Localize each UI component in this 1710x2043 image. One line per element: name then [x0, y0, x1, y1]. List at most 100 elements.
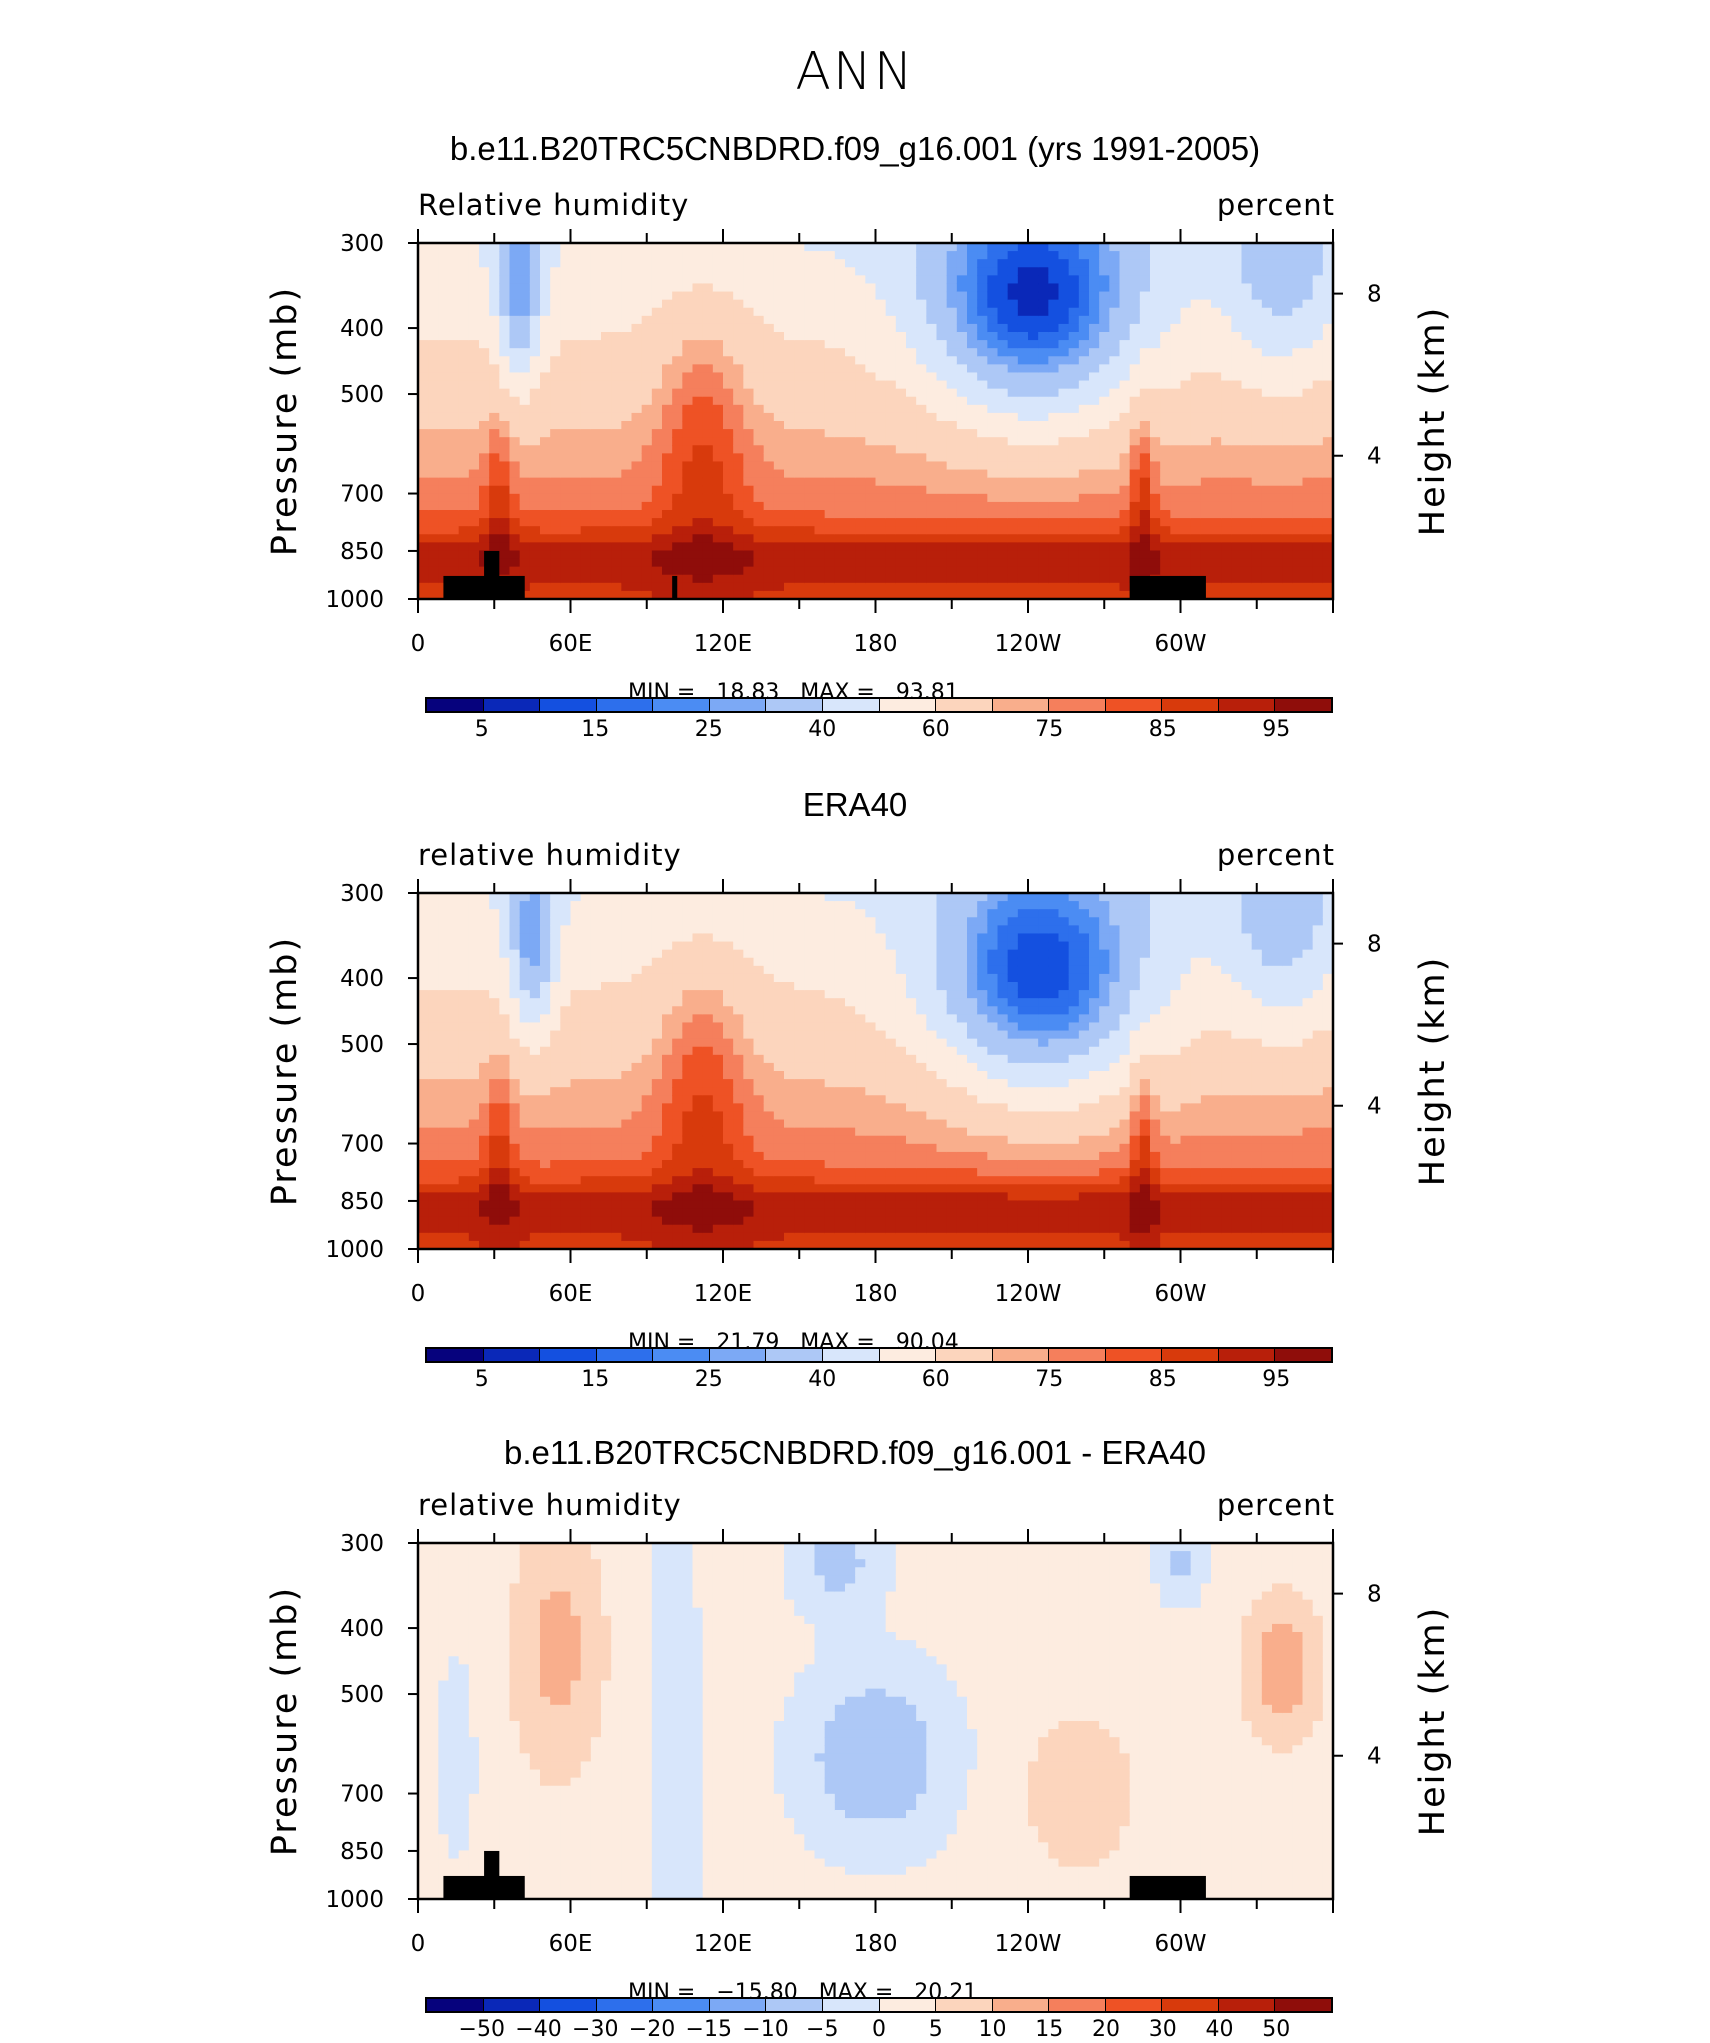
contour-cell [703, 405, 714, 414]
contour-cell [1130, 413, 1141, 422]
contour-cell [733, 502, 744, 511]
contour-cell [926, 453, 937, 462]
contour-cell [601, 510, 612, 519]
contour-cell [1201, 397, 1212, 406]
contour-cell [520, 1095, 531, 1104]
contour-cell [743, 316, 754, 325]
contour-cell [1231, 486, 1242, 495]
contour-cell [1272, 461, 1283, 470]
contour-cell [1059, 461, 1070, 470]
contour-cell [937, 324, 948, 333]
contour-cell [967, 292, 978, 301]
contour-cell [662, 324, 673, 333]
contour-cell [987, 251, 998, 260]
contour-cell [1120, 308, 1131, 317]
contour-cell [1252, 381, 1263, 390]
contour-cell [1048, 559, 1059, 568]
contour-cell [1252, 567, 1263, 576]
contour-cell [1191, 292, 1202, 301]
contour-cell [438, 1095, 449, 1104]
contour-cell [499, 1022, 510, 1031]
contour-cell [581, 1217, 592, 1226]
contour-cell [418, 381, 429, 390]
contour-cell [428, 583, 439, 592]
contour-cell [804, 567, 815, 576]
contour-cell [1201, 405, 1212, 414]
contour-cell [469, 316, 480, 325]
contour-cell [1181, 389, 1192, 398]
contour-cell [1313, 372, 1324, 381]
contour-cell [713, 372, 724, 381]
contour-cell [479, 1071, 490, 1080]
contour-cell [499, 559, 510, 568]
contour-cell [438, 958, 449, 967]
contour-cell [449, 1006, 460, 1015]
contour-cell [804, 381, 815, 390]
contour-cell [1282, 445, 1293, 454]
contour-cell [855, 356, 866, 365]
contour-cell [723, 275, 734, 284]
contour-cell [438, 1031, 449, 1040]
contour-cell [469, 518, 480, 527]
contour-cell [560, 340, 571, 349]
contour-cell [550, 1031, 561, 1040]
contour-cell [1028, 445, 1039, 454]
contour-cell [479, 1055, 490, 1064]
contour-cell [1201, 470, 1212, 479]
contour-cell [764, 413, 775, 422]
contour-cell [733, 534, 744, 543]
contour-cell [530, 381, 541, 390]
contour-cell [428, 966, 439, 975]
contour-cell [510, 259, 521, 268]
contour-cell [530, 1160, 541, 1169]
contour-cell [865, 486, 876, 495]
contour-cell [1221, 429, 1232, 438]
contour-cell [449, 1022, 460, 1031]
contour-cell [815, 316, 826, 325]
contour-cell [926, 308, 937, 317]
contour-cell [510, 251, 521, 260]
contour-cell [825, 243, 836, 252]
contour-cell [611, 1055, 622, 1064]
contour-cell [1140, 437, 1151, 446]
contour-cell [611, 397, 622, 406]
contour-cell [428, 925, 439, 934]
contour-cell [601, 990, 612, 999]
contour-cell [784, 275, 795, 284]
contour-cell [815, 534, 826, 543]
contour-cell [438, 518, 449, 527]
contour-cell [845, 494, 856, 503]
contour-cell [499, 1233, 510, 1242]
contour-cell [540, 1063, 551, 1072]
contour-cell [510, 542, 521, 551]
contour-cell [916, 526, 927, 535]
contour-cell [459, 998, 470, 1007]
contour-cell [611, 925, 622, 934]
contour-cell [1181, 324, 1192, 333]
contour-cell [571, 1128, 582, 1137]
contour-cell [1059, 575, 1070, 584]
contour-cell [418, 372, 429, 381]
contour-cell [876, 308, 887, 317]
contour-cell [764, 518, 775, 527]
contour-cell [540, 1103, 551, 1112]
contour-cell [1079, 575, 1090, 584]
contour-cell [550, 1022, 561, 1031]
contour-cell [560, 958, 571, 967]
contour-cell [1140, 510, 1151, 519]
contour-cell [926, 486, 937, 495]
contour-cell [479, 534, 490, 543]
contour-cell [896, 453, 907, 462]
contour-cell [1181, 550, 1192, 559]
contour-cell [784, 381, 795, 390]
contour-cell [449, 1168, 460, 1177]
contour-cell [1048, 251, 1059, 260]
contour-cell [1140, 332, 1151, 341]
contour-cell [591, 1006, 602, 1015]
contour-cell [774, 332, 785, 341]
contour-cell [1221, 567, 1232, 576]
contour-cell [1120, 559, 1131, 568]
contour-cell [662, 259, 673, 268]
contour-cell [632, 453, 643, 462]
contour-cell [1018, 316, 1029, 325]
